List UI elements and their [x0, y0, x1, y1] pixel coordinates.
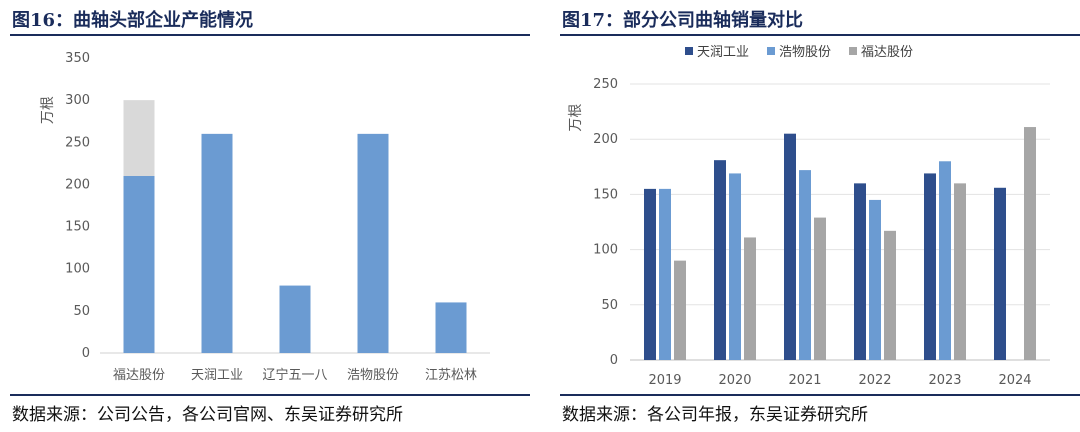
bar-2020-2: [744, 237, 756, 360]
bar-福达股份-0: [123, 176, 155, 353]
y-tick-label: 250: [593, 77, 618, 92]
bar-2023-0: [924, 173, 936, 360]
x-tick-label: 2024: [998, 373, 1031, 388]
left-chart-title: 图16：曲轴头部企业产能情况: [12, 10, 254, 31]
x-tick-label: 江苏松林: [425, 367, 477, 383]
bar-2023-2: [954, 183, 966, 360]
x-tick-label: 辽宁五一八: [262, 367, 327, 383]
sales-bar-chart: 0 50 100 150 200 250 万根 天润工业 浩物股份 福达股份 2019 2020 202…: [568, 45, 1050, 388]
bar-2021-0: [784, 133, 796, 360]
y-tick-label: 50: [73, 304, 90, 319]
x-tick-label: 浩物股份: [347, 368, 399, 383]
y-tick-label: 0: [610, 353, 618, 368]
y-tick-label: 100: [65, 262, 90, 277]
bar-2021-2: [814, 217, 826, 360]
y-tick-label: 300: [65, 93, 90, 108]
bar-2020-0: [714, 160, 726, 360]
x-tick-label: 2023: [928, 373, 961, 388]
right-title-rule: [560, 34, 1080, 36]
right-chart-title: 图17：部分公司曲轴销量对比: [562, 10, 804, 31]
left-source-note: 数据来源：公司公告，各公司官网、东吴证券研究所: [12, 405, 403, 425]
bar-2019-2: [674, 260, 686, 360]
bar-2022-0: [854, 183, 866, 360]
x-tick-label: 2020: [718, 373, 751, 388]
bar-2024-0: [994, 187, 1006, 360]
bar-浩物股份-0: [357, 133, 389, 353]
x-tick-label: 2019: [648, 373, 681, 388]
legend-label-1: 浩物股份: [779, 45, 831, 60]
y-tick-label: 50: [601, 298, 618, 313]
bar-辽宁五一八-0: [279, 285, 311, 353]
x-tick-label: 天润工业: [191, 368, 243, 383]
bar-2024-2: [1024, 127, 1036, 360]
y-axis-label: 万根: [40, 96, 56, 124]
legend-swatch-1: [767, 47, 775, 55]
bar-2019-0: [644, 188, 656, 360]
left-panel: 图16：曲轴头部企业产能情况 0 50 100 150 200 250 300 350 万根福达…: [0, 0, 530, 432]
right-panel: 图17：部分公司曲轴销量对比 0 50 100 150 200 250 万根 天润工业 浩物股份…: [550, 0, 1080, 432]
bar-2022-1: [869, 199, 881, 360]
bar-2020-1: [729, 173, 741, 360]
y-tick-label: 150: [65, 220, 90, 235]
y-axis-label: 万根: [568, 104, 584, 132]
left-title-rule: [10, 34, 530, 36]
y-tick-label: 350: [65, 51, 90, 66]
legend-swatch-0: [685, 47, 693, 55]
x-tick-label: 福达股份: [113, 368, 165, 383]
y-tick-label: 200: [65, 177, 90, 192]
x-tick-label: 2021: [788, 373, 821, 388]
right-source-note: 数据来源：各公司年报，东吴证券研究所: [562, 405, 868, 425]
legend-label-2: 福达股份: [861, 45, 913, 60]
y-tick-label: 100: [593, 243, 618, 258]
y-tick-label: 200: [593, 132, 618, 147]
bar-江苏松林-0: [435, 302, 467, 353]
right-source-rule: [560, 394, 1080, 396]
legend-swatch-2: [849, 47, 857, 55]
bar-2019-1: [659, 188, 671, 360]
y-tick-label: 0: [82, 346, 90, 361]
bar-天润工业-0: [201, 133, 233, 353]
left-source-rule: [10, 394, 530, 396]
y-tick-label: 150: [593, 187, 618, 202]
bar-2023-1: [939, 161, 951, 360]
y-tick-label: 250: [65, 135, 90, 150]
legend-label-0: 天润工业: [697, 45, 749, 60]
bar-2022-2: [884, 230, 896, 360]
bar-2021-1: [799, 170, 811, 360]
bar-福达股份-1: [123, 100, 155, 176]
x-tick-label: 2022: [858, 373, 891, 388]
